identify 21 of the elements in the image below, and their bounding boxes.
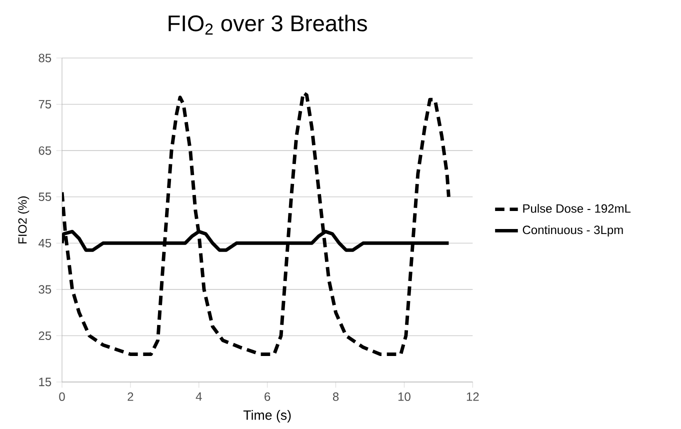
- y-tick-label: 35: [38, 285, 52, 294]
- x-tick-label: 0: [59, 392, 65, 401]
- y-tick-label: 15: [39, 378, 52, 386]
- y-tick-label: 25: [38, 331, 52, 340]
- x-tick-label: 2: [128, 392, 134, 401]
- y-tick-label: 55: [38, 192, 52, 202]
- y-tick-label: 75: [38, 100, 52, 108]
- x-tick-label: 10: [398, 392, 410, 401]
- x-tick-label: 8: [332, 392, 339, 401]
- x-tick-label: 12: [466, 392, 479, 401]
- y-tick-label: 65: [38, 146, 52, 155]
- line-series: [62, 90, 450, 356]
- chart-title: FIO$_{2}$ over 3 Breaths: [168, 14, 367, 35]
- y-tick-label: 85: [38, 54, 52, 62]
- y-axis-title: FIO2 (%): [18, 196, 30, 244]
- legend-label: Continuous - 3Lpm: [522, 225, 623, 237]
- x-tick-label: 4: [196, 392, 202, 401]
- x-axis-title: Time (s): [243, 410, 291, 422]
- x-tick-label: 6: [264, 392, 270, 401]
- legend-label: Pulse Dose - 192mL: [523, 204, 631, 213]
- y-tick-label: 45: [38, 238, 52, 248]
